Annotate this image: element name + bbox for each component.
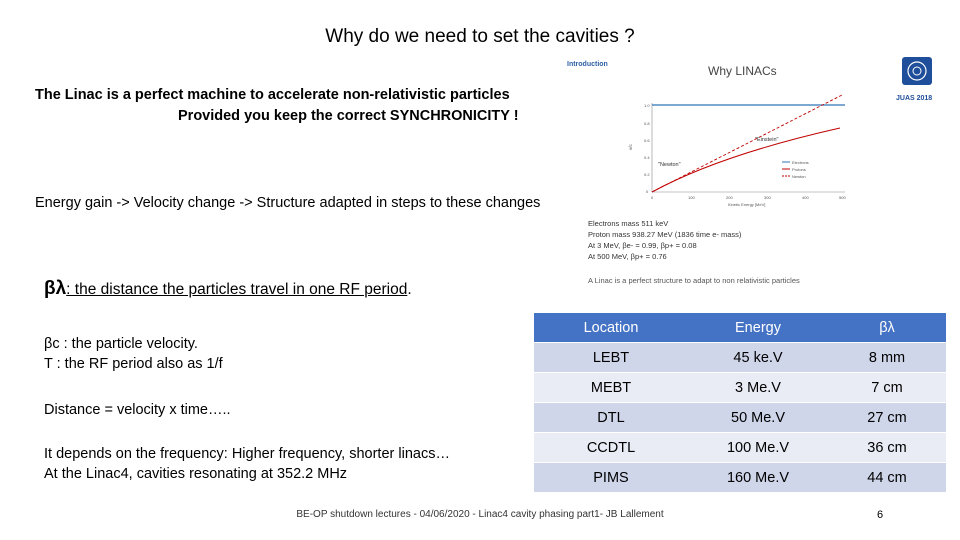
page-number: 6 (877, 509, 884, 521)
distance-line: Distance = velocity x time….. (44, 402, 231, 418)
newton-curve (651, 94, 843, 193)
inset-note: At 500 MeV, βp+ = 0.76 (588, 252, 667, 261)
cell-beta-lambda: 8 mm (828, 342, 946, 373)
table-header-row: Location Energy βλ (534, 313, 946, 343)
slide-title: Why do we need to set the cavities ? (325, 26, 635, 47)
cell-beta-lambda: 44 cm (828, 462, 946, 493)
newton-label: "Newton" (658, 162, 681, 168)
cell-location: PIMS (534, 462, 688, 493)
x-tick: 400 (802, 195, 809, 200)
y-tick: 0.8 (644, 121, 650, 126)
cell-location: CCDTL (534, 432, 688, 463)
y-axis-label: v/c (628, 143, 633, 150)
beta-lambda-definition: βλ: the distance the particles travel in… (44, 278, 412, 300)
footer-text: BE-OP shutdown lectures - 04/06/2020 - L… (296, 509, 664, 520)
cell-energy: 45 ke.V (688, 342, 828, 373)
cell-energy: 100 Me.V (688, 432, 828, 463)
legend-entry: Newton (792, 174, 806, 179)
x-tick: 300 (764, 195, 771, 200)
table-row: CCDTL 100 Me.V 36 cm (534, 432, 946, 463)
cell-location: DTL (534, 402, 688, 433)
beta-lambda-text: : the distance the particles travel in o… (66, 281, 408, 298)
inset-heading: Why LINACs (708, 64, 777, 78)
x-axis-label: Kinetic Energy [MeV] (728, 202, 765, 207)
inset-slide-image: Introduction Why LINACs JUAS 2018 1.0 0.… (567, 57, 932, 285)
cell-beta-lambda: 36 cm (828, 432, 946, 463)
inset-section-label: Introduction (567, 61, 608, 68)
legend-entry: Protons (792, 167, 806, 172)
rf-period-line: T : the RF period also as 1/f (44, 356, 223, 372)
inset-caption: A Linac is a perfect structure to adapt … (588, 276, 800, 285)
y-tick: 0.2 (644, 172, 650, 177)
plot-legend: Electrons Protons Newton (782, 160, 809, 179)
einstein-label: "Einstein" (755, 137, 779, 143)
intro-line-2: Provided you keep the correct SYNCHRONIC… (178, 108, 519, 124)
cell-energy: 50 Me.V (688, 402, 828, 433)
x-tick: 200 (726, 195, 733, 200)
cell-location: LEBT (534, 342, 688, 373)
x-tick: 0 (651, 195, 654, 200)
table-row: LEBT 45 ke.V 8 mm (534, 342, 946, 373)
energy-line: Energy gain -> Velocity change -> Struct… (35, 195, 541, 211)
cell-location: MEBT (534, 372, 688, 403)
header-energy: Energy (688, 313, 828, 343)
cell-beta-lambda: 7 cm (828, 372, 946, 403)
table-row: DTL 50 Me.V 27 cm (534, 402, 946, 433)
beta-lambda-symbol: βλ (44, 278, 67, 299)
intro-line-1: The Linac is a perfect machine to accele… (35, 87, 510, 103)
y-tick: 0.4 (644, 155, 650, 160)
header-beta-lambda: βλ (828, 313, 946, 343)
protons-curve (651, 127, 841, 193)
juas-logo-icon: JUAS 2018 (896, 57, 932, 102)
beta-lambda-period: . (407, 281, 412, 298)
beta-lambda-table: Location Energy βλ LEBT 45 ke.V 8 mm MEB… (534, 313, 946, 493)
header-location: Location (534, 313, 688, 343)
cell-energy: 160 Me.V (688, 462, 828, 493)
y-tick: 0 (646, 189, 649, 194)
inset-note: Proton mass 938.27 MeV (1836 time e- mas… (588, 230, 742, 239)
cell-beta-lambda: 27 cm (828, 402, 946, 433)
x-tick: 100 (688, 195, 695, 200)
inset-note: Electrons mass 511 keV (588, 219, 668, 228)
logo-text: JUAS 2018 (896, 95, 932, 102)
frequency-block: It depends on the frequency: Higher freq… (44, 444, 450, 484)
x-tick: 500 (839, 195, 846, 200)
table-row: MEBT 3 Me.V 7 cm (534, 372, 946, 403)
velocity-plot: 1.0 0.8 0.6 0.4 0.2 0 v/c 0 100 200 300 … (628, 94, 846, 207)
linac4-line: At the Linac4, cavities resonating at 35… (44, 466, 348, 482)
inset-note: At 3 MeV, βe- = 0.99, βp+ = 0.08 (588, 241, 697, 250)
y-tick: 0.6 (644, 138, 650, 143)
frequency-line: It depends on the frequency: Higher freq… (44, 446, 450, 462)
cell-energy: 3 Me.V (688, 372, 828, 403)
table-row: PIMS 160 Me.V 44 cm (534, 462, 946, 493)
velocity-block: βc : the particle velocity. T : the RF p… (44, 334, 223, 374)
legend-entry: Electrons (792, 160, 809, 165)
velocity-line: βc : the particle velocity. (44, 336, 198, 352)
y-tick: 1.0 (644, 103, 650, 108)
